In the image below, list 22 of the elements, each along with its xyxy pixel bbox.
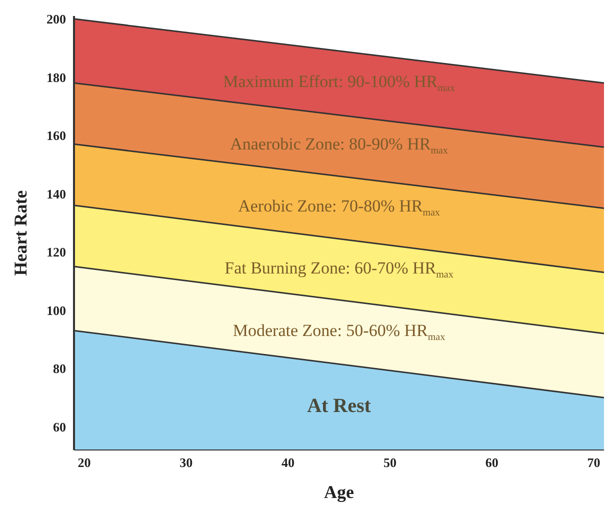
x-tick-label: 70 [587,455,600,470]
series-label: Anaerobic Zone: 80-90% HR$_{max}$ [230,134,448,156]
series-label: At Rest [307,394,372,417]
y-tick-label: 180 [46,70,66,85]
y-tick-label: 80 [53,361,66,376]
series-label: Fat Burning Zone: 60-70% HR$_{max}$ [224,258,454,280]
x-tick-label: 50 [383,455,396,470]
y-tick-label: 140 [46,186,66,202]
y-tick-label: 120 [46,244,66,260]
x-tick-label: 20 [78,455,91,470]
x-tick-label: 40 [282,455,295,470]
y-tick-label: 200 [46,12,66,27]
series-label: Moderate Zone: 50-60% HR$_{max}$ [232,320,446,343]
y-axis-title: Heart Rate [10,190,30,276]
y-tick-label: 160 [46,128,66,144]
x-axis-title: Age [324,482,354,502]
series-label: Maximum Effort: 90-100% HR$_{max}$ [223,72,455,94]
x-tick-label: 60 [485,455,498,470]
x-tick-label: 30 [180,455,193,470]
y-tick-label: 60 [53,419,66,434]
series-label: Aerobic Zone: 70-80% HR$_{max}$ [238,196,440,218]
y-tick-label: 100 [46,302,66,318]
